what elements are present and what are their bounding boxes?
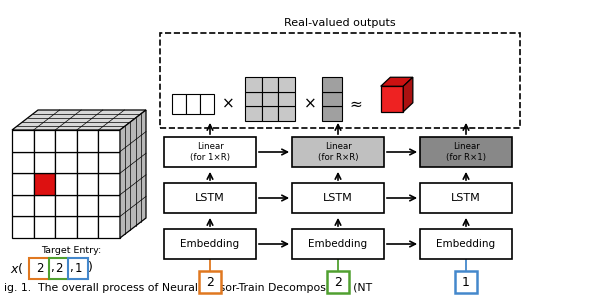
Bar bbox=[12, 216, 34, 238]
Text: $\mathbf{\mathit{x}}($: $\mathbf{\mathit{x}}($ bbox=[10, 260, 23, 276]
Text: LSTM: LSTM bbox=[195, 193, 225, 203]
Text: Linear
(for R×R): Linear (for R×R) bbox=[318, 142, 359, 162]
Text: ×: × bbox=[304, 96, 317, 112]
FancyBboxPatch shape bbox=[164, 183, 256, 213]
Text: ): ) bbox=[88, 261, 93, 274]
Polygon shape bbox=[381, 86, 403, 112]
Text: ,: , bbox=[50, 261, 54, 274]
Bar bbox=[200, 94, 214, 114]
Text: Real-valued outputs: Real-valued outputs bbox=[284, 18, 396, 28]
Bar bbox=[99, 152, 120, 173]
Bar bbox=[245, 77, 262, 92]
FancyBboxPatch shape bbox=[30, 258, 50, 279]
FancyBboxPatch shape bbox=[199, 271, 221, 293]
FancyBboxPatch shape bbox=[292, 229, 384, 259]
Bar bbox=[55, 152, 77, 173]
Bar bbox=[12, 130, 34, 152]
Polygon shape bbox=[381, 77, 413, 86]
Bar bbox=[262, 92, 278, 106]
Bar bbox=[77, 130, 99, 152]
Text: LSTM: LSTM bbox=[451, 193, 481, 203]
FancyBboxPatch shape bbox=[68, 258, 88, 279]
Bar bbox=[245, 106, 262, 121]
Text: 2: 2 bbox=[36, 261, 44, 274]
Bar bbox=[12, 195, 34, 216]
FancyBboxPatch shape bbox=[164, 229, 256, 259]
Text: ,: , bbox=[69, 261, 73, 274]
Bar bbox=[12, 152, 34, 173]
Bar bbox=[77, 152, 99, 173]
Bar bbox=[262, 77, 278, 92]
Text: ≈: ≈ bbox=[350, 96, 362, 112]
FancyBboxPatch shape bbox=[160, 33, 520, 128]
FancyBboxPatch shape bbox=[327, 271, 349, 293]
Bar bbox=[55, 173, 77, 195]
Text: LSTM: LSTM bbox=[323, 193, 353, 203]
FancyBboxPatch shape bbox=[164, 137, 256, 167]
Bar bbox=[77, 216, 99, 238]
Bar bbox=[278, 77, 295, 92]
Bar bbox=[34, 216, 55, 238]
Bar bbox=[99, 216, 120, 238]
Bar bbox=[172, 94, 186, 114]
Text: 1: 1 bbox=[75, 261, 82, 274]
Text: Linear
(for 1×R): Linear (for 1×R) bbox=[190, 142, 230, 162]
Text: ig. 1.  The overall process of Neural Tensor-Train Decomposition (NT: ig. 1. The overall process of Neural Ten… bbox=[4, 283, 372, 293]
Bar bbox=[12, 173, 34, 195]
Bar bbox=[322, 77, 342, 92]
Text: ×: × bbox=[222, 96, 234, 112]
Bar bbox=[99, 195, 120, 216]
Polygon shape bbox=[403, 77, 413, 112]
Bar bbox=[99, 130, 120, 152]
Bar bbox=[34, 173, 55, 195]
Text: 2: 2 bbox=[334, 276, 342, 289]
Bar bbox=[55, 216, 77, 238]
Bar bbox=[34, 130, 55, 152]
FancyBboxPatch shape bbox=[420, 229, 512, 259]
Bar bbox=[34, 195, 55, 216]
Text: Linear
(for R×1): Linear (for R×1) bbox=[446, 142, 486, 162]
Bar bbox=[322, 106, 342, 121]
Bar bbox=[77, 195, 99, 216]
Bar bbox=[77, 173, 99, 195]
FancyBboxPatch shape bbox=[420, 183, 512, 213]
FancyBboxPatch shape bbox=[49, 258, 69, 279]
Bar bbox=[55, 195, 77, 216]
Text: Target Entry:: Target Entry: bbox=[41, 246, 101, 255]
Bar bbox=[278, 92, 295, 106]
Polygon shape bbox=[12, 110, 146, 130]
Text: 1: 1 bbox=[462, 276, 470, 289]
Bar bbox=[322, 92, 342, 106]
Text: Embedding: Embedding bbox=[437, 239, 495, 249]
FancyBboxPatch shape bbox=[420, 137, 512, 167]
Bar bbox=[55, 130, 77, 152]
Bar bbox=[262, 106, 278, 121]
Bar bbox=[278, 106, 295, 121]
Bar bbox=[34, 152, 55, 173]
Text: 2: 2 bbox=[55, 261, 63, 274]
Bar bbox=[245, 92, 262, 106]
FancyBboxPatch shape bbox=[455, 271, 477, 293]
Text: 2: 2 bbox=[206, 276, 214, 289]
FancyBboxPatch shape bbox=[292, 183, 384, 213]
Text: Embedding: Embedding bbox=[180, 239, 240, 249]
Bar bbox=[99, 173, 120, 195]
FancyBboxPatch shape bbox=[292, 137, 384, 167]
Bar bbox=[186, 94, 200, 114]
Polygon shape bbox=[120, 110, 146, 238]
Text: Embedding: Embedding bbox=[309, 239, 368, 249]
